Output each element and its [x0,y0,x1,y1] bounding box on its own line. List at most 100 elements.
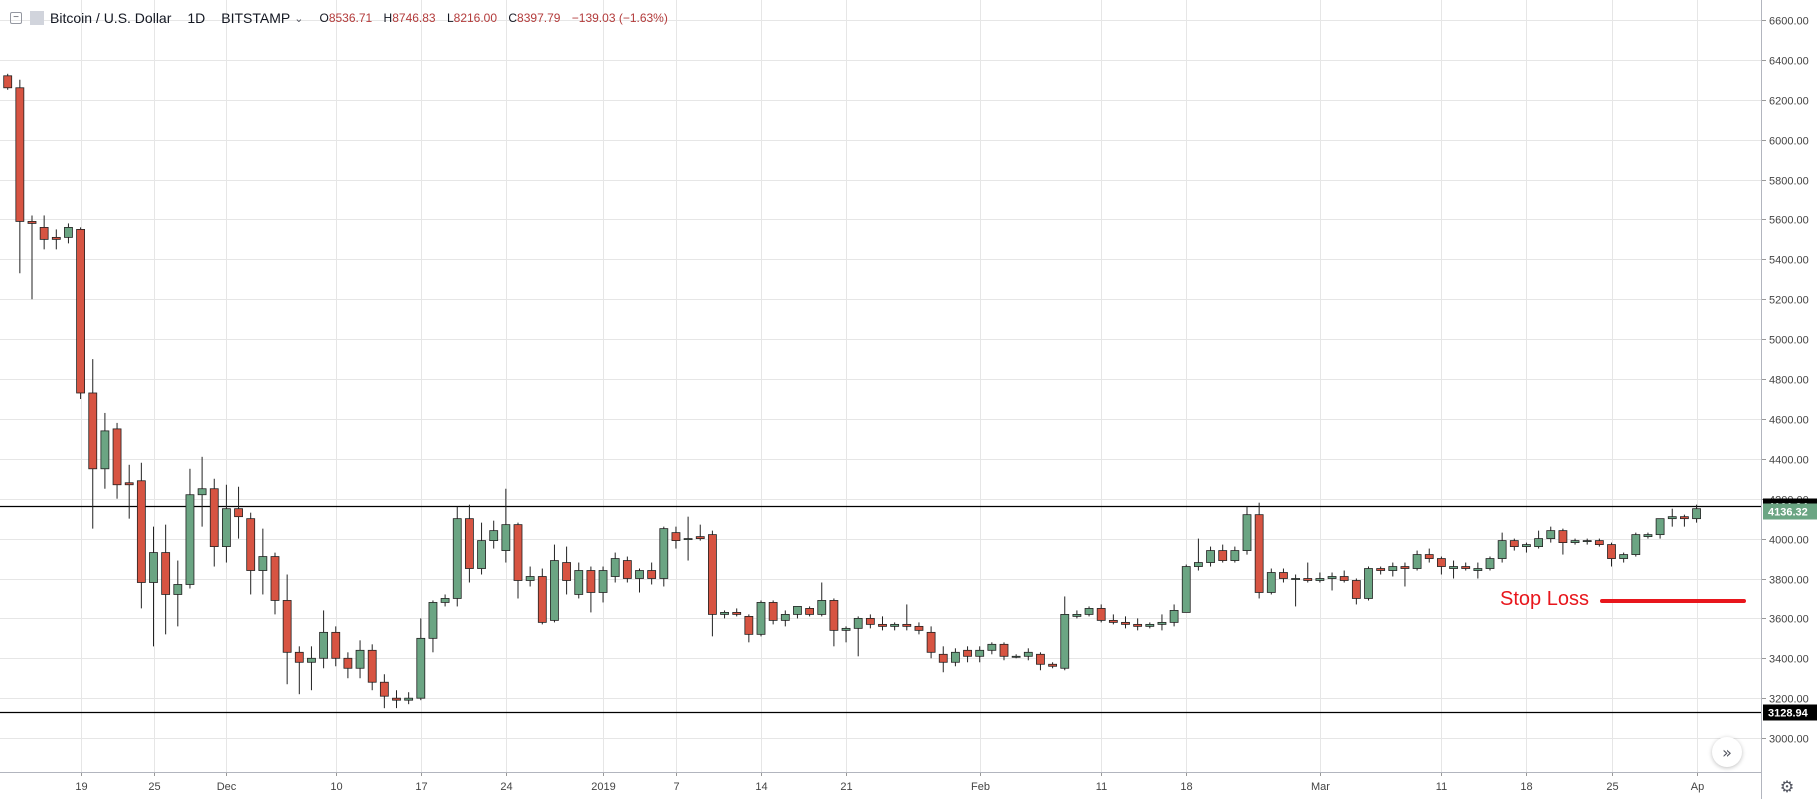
candle-body [1351,580,1361,599]
exchange-label[interactable]: BITSTAMP [221,10,291,26]
x-tick-label: 19 [75,781,87,793]
candle-down [1680,514,1689,527]
candle-down [1376,566,1386,575]
candle-body [501,524,511,551]
y-tick-label: 5600.00 [1769,215,1809,227]
candle-down [732,608,742,617]
candle-body [1594,540,1604,545]
candle-body [1437,558,1446,567]
candle-up [1619,552,1629,563]
y-tick-label: 5200.00 [1769,295,1809,307]
open-label: O [319,11,329,25]
candle-up [1181,564,1191,613]
candle-body [1570,540,1580,543]
y-tick-label: 6200.00 [1769,96,1809,108]
candle-body [975,649,985,657]
x-tick-label: 21 [840,781,852,793]
candle-down [1437,556,1446,575]
candle-body [1655,518,1665,536]
candle-body [1096,608,1106,621]
candle-body [1242,514,1252,551]
candle-down [1558,528,1568,555]
candle-body [1473,568,1483,571]
candle-body [27,221,37,224]
candle-down [744,614,754,643]
candle-down [914,622,924,635]
candle-up [1388,562,1398,577]
open-value: 8536.71 [328,11,373,25]
candle-body [319,631,329,659]
y-tick-label: 3800.00 [1769,575,1809,587]
x-tick-label: 7 [673,781,679,793]
x-tick-label: 25 [1606,781,1618,793]
candle-up [659,526,669,587]
candle-up [817,582,827,617]
candle-down [1096,604,1106,623]
candle-down [878,616,887,631]
candle-body [756,602,766,635]
candle-body [1279,572,1288,579]
candle-body [1400,566,1410,569]
candle-body [562,562,571,581]
candle-down [1303,562,1313,583]
candle-up [1023,648,1033,661]
candle-body [671,532,681,541]
candle-up [1011,654,1021,659]
candle-down [513,522,523,599]
candle-up [64,223,73,244]
x-tick-label: 2019 [591,781,615,793]
candle-up [841,626,851,643]
candle-body [331,631,341,659]
candle-body [768,602,778,621]
candle-up [610,552,620,583]
scroll-to-realtime-button[interactable]: » [1712,737,1742,767]
candle-body [963,649,972,657]
candle-up [428,600,438,653]
candle-down [902,604,912,631]
candle-body [865,617,875,625]
candle-down [1279,568,1288,583]
candle-up [416,618,426,701]
candle-body [64,227,73,238]
candle-body [149,552,158,583]
candle-down [379,674,389,709]
candle-body [76,229,85,394]
candle-body [1157,621,1167,625]
candle-up [197,456,207,527]
candle-body [574,570,584,595]
candle-body [440,598,450,603]
candle-down [938,646,948,673]
candle-body [720,612,729,615]
candle-down [1509,538,1519,551]
candle-up [501,488,511,563]
candle-body [282,600,292,653]
candle-up [598,566,608,603]
candle-body [1315,578,1325,581]
minus-square-icon[interactable]: − [10,12,22,24]
candle-body [416,637,426,699]
candle-body [732,612,742,615]
stop-loss-line[interactable] [1600,599,1746,603]
interval-label[interactable]: 1D [187,10,206,26]
candle-up [221,484,231,563]
candle-down [112,422,122,499]
candle-body [1607,544,1616,559]
low-value: 8216.00 [453,11,498,25]
y-tick-label: 5800.00 [1769,176,1809,188]
candle-body [647,570,657,579]
candle-down [161,524,171,635]
candle-body [938,653,948,663]
candle-body [1424,554,1434,559]
candles-layer[interactable] [3,73,1701,709]
candle-down [331,626,341,667]
gear-icon[interactable]: ⚙ [1779,776,1795,796]
symbol-name[interactable]: Bitcoin / U.S. Dollar [50,10,172,26]
candle-up [525,566,535,587]
candle-up [404,692,414,705]
candle-body [209,488,219,547]
candle-down [1133,618,1143,631]
candle-body [1692,508,1701,520]
chevron-down-icon[interactable]: ⌄ [294,12,304,25]
candle-body [951,651,960,663]
